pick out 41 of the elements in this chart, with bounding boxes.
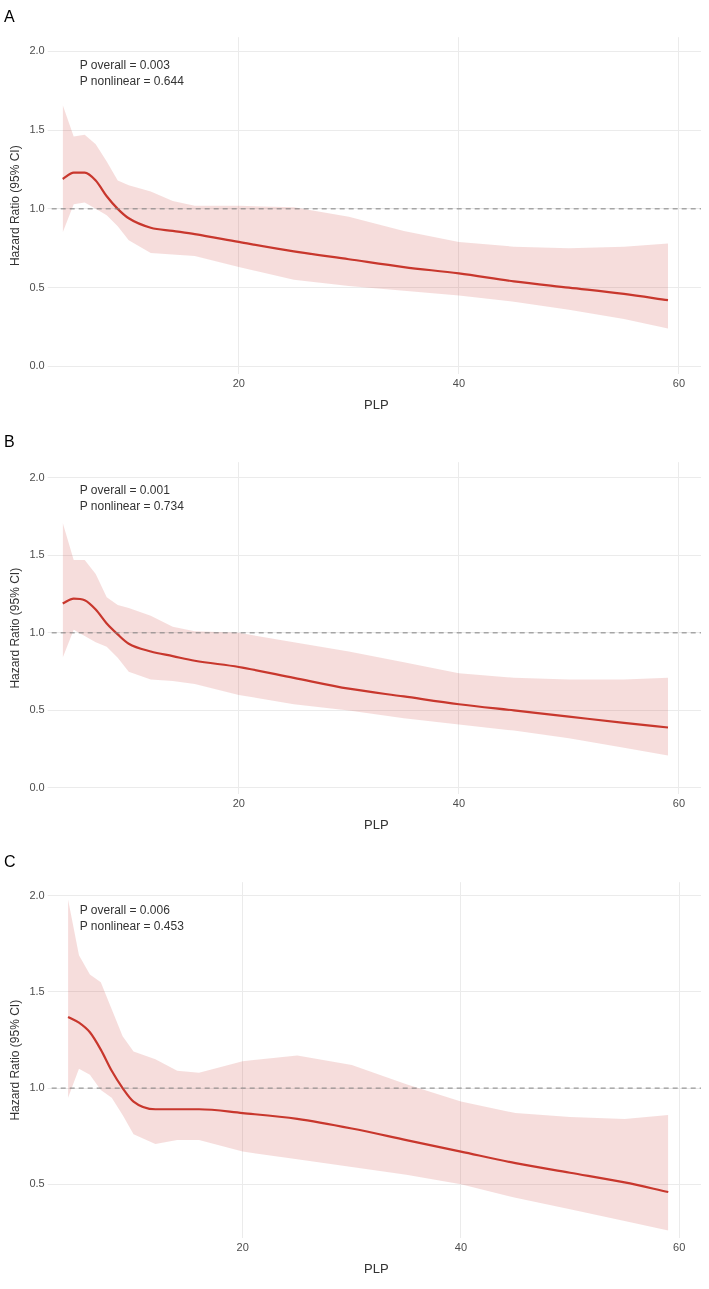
y-tick-label: 2.0: [29, 470, 45, 483]
annotation: P overall = 0.003: [79, 57, 171, 72]
y-tick-label: 1.0: [29, 1081, 45, 1094]
x-tick-label: 20: [232, 796, 245, 809]
line-series: [61, 171, 670, 302]
y-axis-title: Hazard Ratio (95% CI): [7, 567, 22, 689]
chart-title: B: [4, 433, 15, 451]
y-tick-label: 2.0: [29, 44, 45, 57]
x-axis-title: PLP: [364, 816, 389, 832]
y-tick-label: 0.0: [29, 359, 45, 372]
line-series: [61, 597, 670, 729]
y-tick-label: 0.5: [29, 703, 45, 716]
x-tick-label: 20: [232, 376, 245, 389]
line-series: [66, 1015, 670, 1194]
x-tick-label: 60: [673, 1240, 686, 1253]
x-tick-label: 40: [454, 1240, 468, 1253]
y-tick-label: 0.0: [29, 781, 45, 794]
y-tick-label: 1.5: [29, 123, 45, 136]
annotation: P overall = 0.001: [79, 482, 171, 497]
y-axis-title: Hazard Ratio (95% CI): [7, 999, 22, 1121]
annotation: P overall = 0.006: [79, 902, 171, 917]
x-tick-label: 60: [672, 796, 686, 809]
x-tick-label: 20: [236, 1240, 249, 1253]
annotation: P nonlinear = 0.453: [79, 918, 185, 933]
annotation: P nonlinear = 0.734: [79, 498, 185, 513]
y-tick-label: 1.5: [29, 984, 45, 997]
annotation: P nonlinear = 0.644: [79, 73, 185, 88]
x-tick-label: 40: [452, 796, 466, 809]
chart-title: C: [4, 853, 16, 871]
y-tick-label: 1.0: [29, 201, 45, 214]
x-axis-title: PLP: [364, 1260, 389, 1276]
y-tick-label: 2.0: [29, 888, 45, 901]
y-tick-label: 0.5: [29, 1177, 45, 1190]
x-tick-label: 40: [452, 376, 466, 389]
y-tick-label: 1.5: [29, 548, 45, 561]
y-tick-label: 1.0: [29, 625, 45, 638]
y-axis-title: Hazard Ratio (95% CI): [7, 145, 22, 267]
chart-title: A: [4, 8, 15, 26]
y-tick-label: 0.5: [29, 280, 45, 293]
x-axis-title: PLP: [364, 396, 389, 412]
x-tick-label: 60: [672, 376, 686, 389]
